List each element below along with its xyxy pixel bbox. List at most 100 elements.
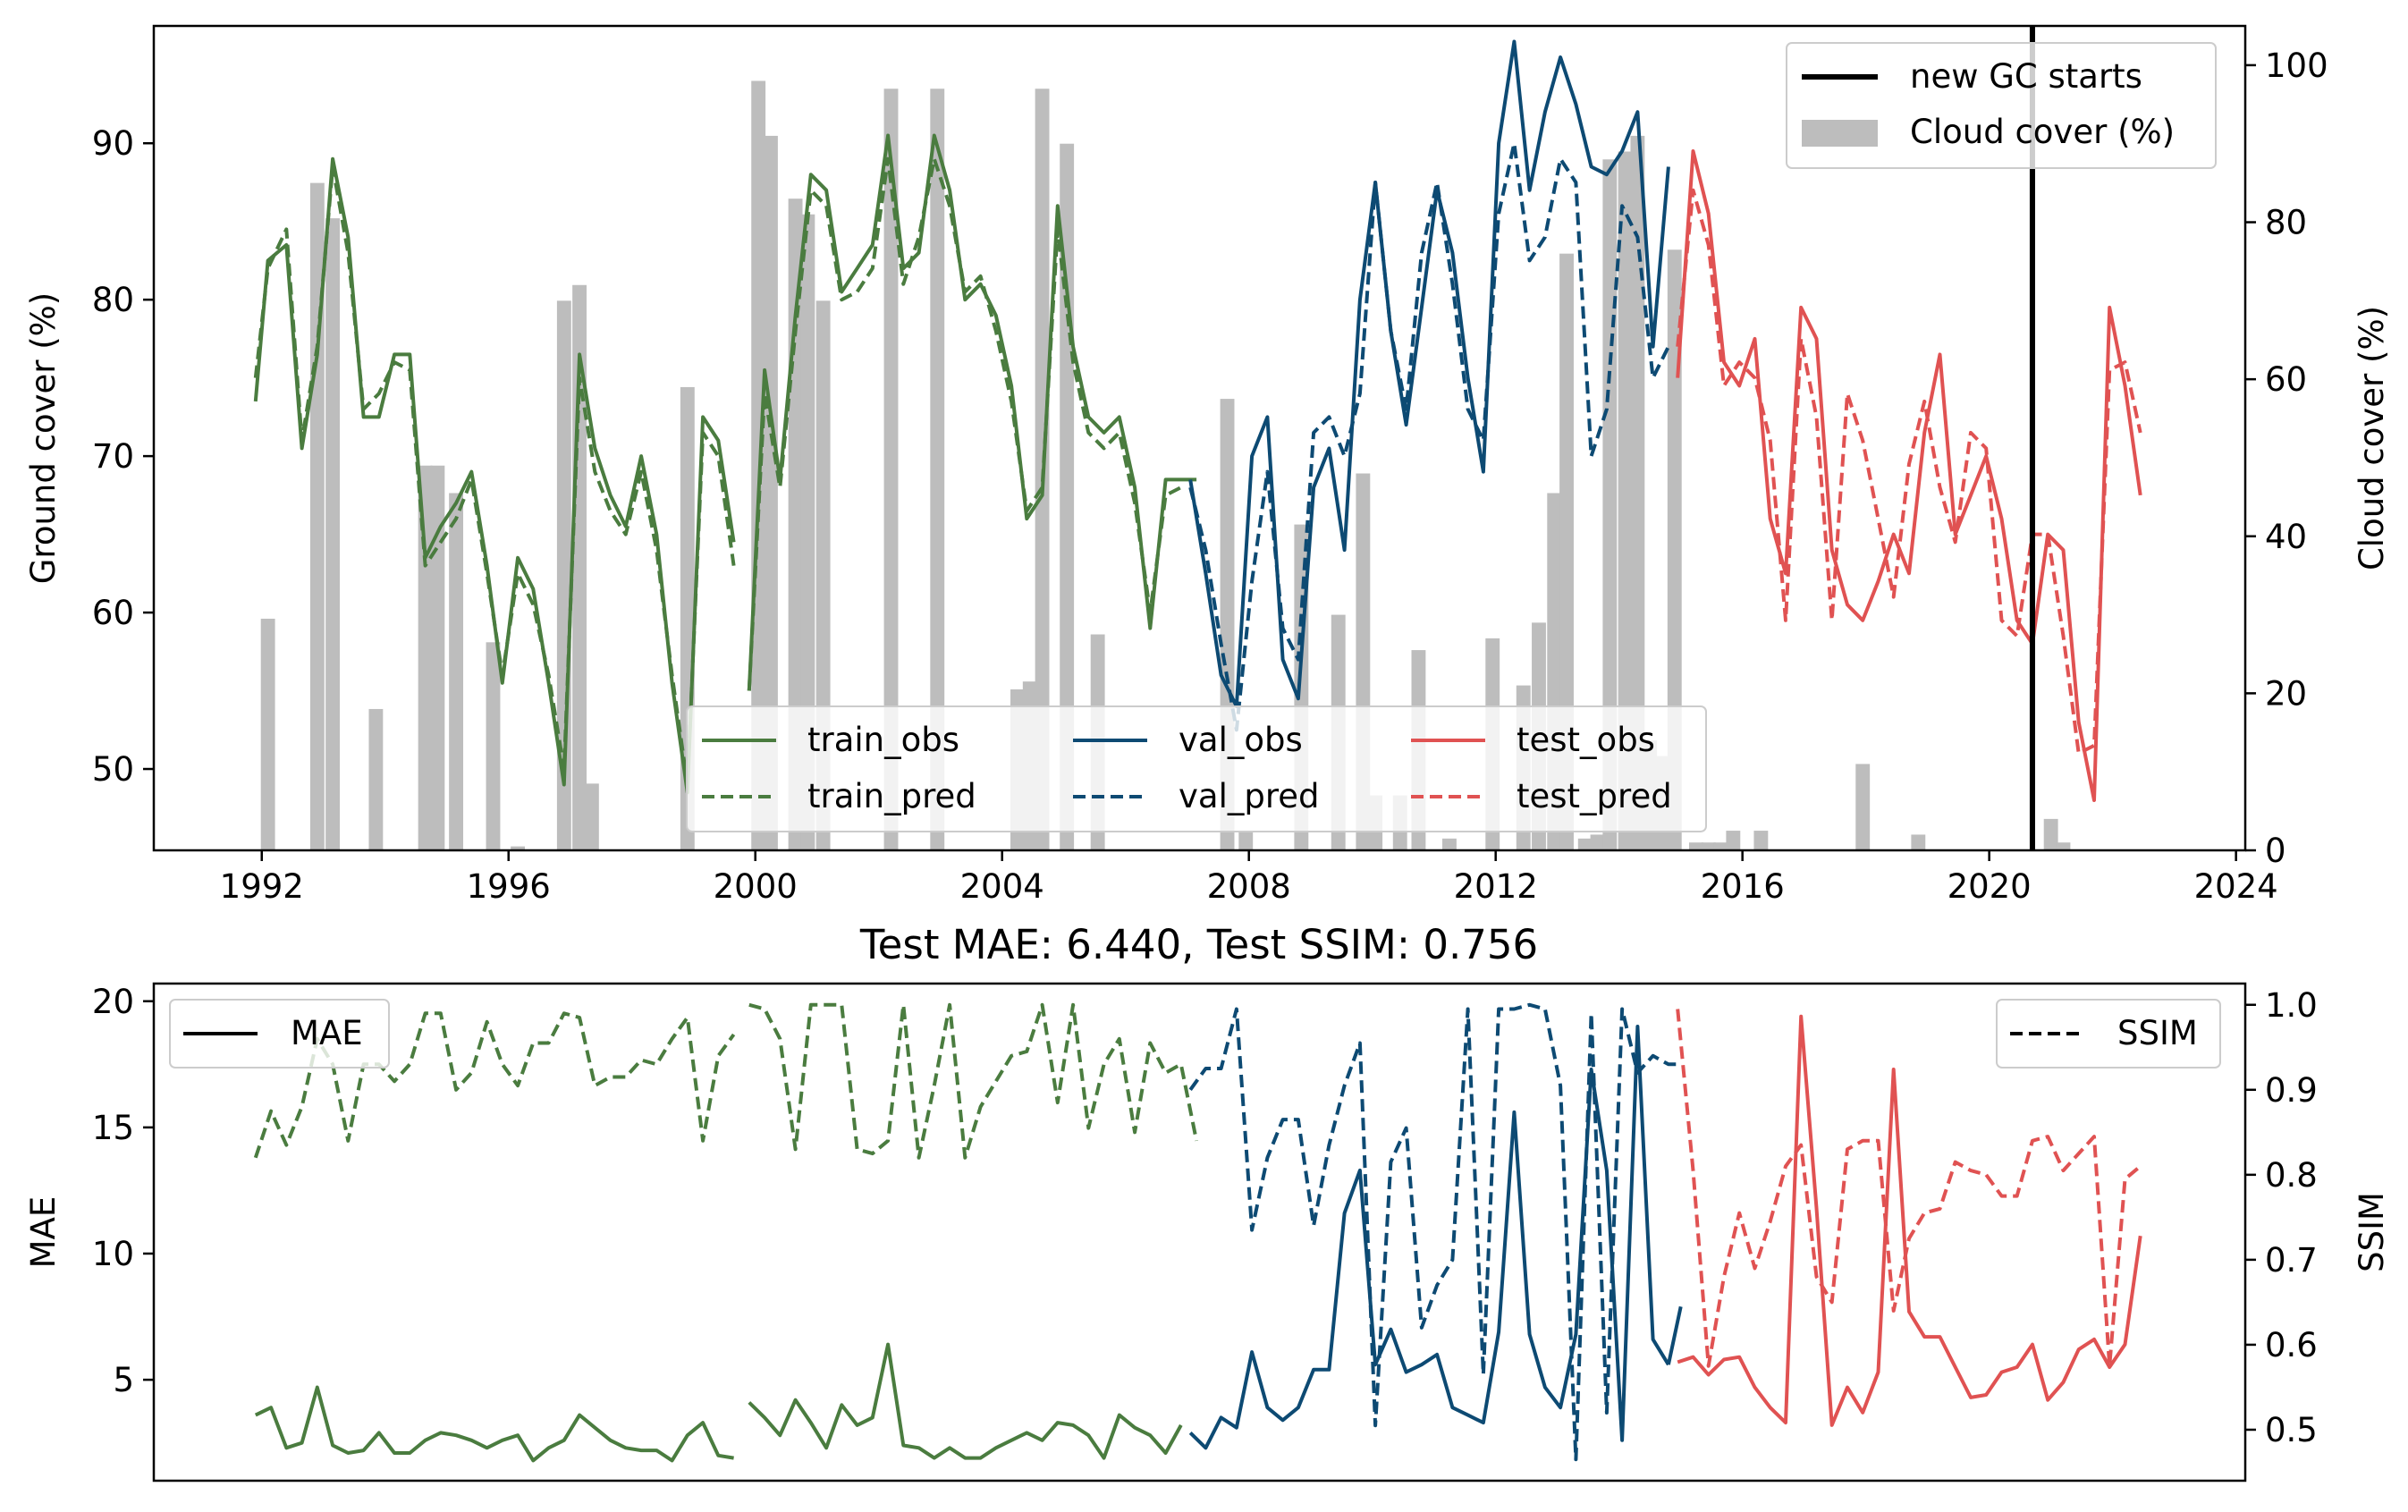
cloud-cover-bar bbox=[325, 218, 341, 850]
y2-tick-label: 1.0 bbox=[2265, 986, 2318, 1025]
y2-axis-label-ssim: SSIM bbox=[2353, 1192, 2391, 1272]
cloud-cover-bar bbox=[2056, 842, 2071, 850]
y-axis-label-mae: MAE bbox=[24, 1196, 63, 1269]
series-line-val-mae bbox=[1666, 1305, 1683, 1365]
y-tick-label: 5 bbox=[113, 1361, 134, 1399]
cloud-cover-bar bbox=[1753, 831, 1769, 850]
y-tick-label: 70 bbox=[92, 437, 134, 476]
plot-frame bbox=[152, 982, 2247, 1482]
ground-cover-axes: 1992 1996 2000 2004 2008 2012 2016 2020 2024 50 60… bbox=[92, 24, 2328, 906]
cloud-cover-bar bbox=[1442, 838, 1457, 850]
y2-tick-label: 60 bbox=[2265, 360, 2307, 399]
cloud-cover-bar bbox=[1602, 159, 1618, 850]
legend-val-obs-label: val_obs bbox=[1179, 721, 1303, 759]
cloud-cover-bar bbox=[1855, 764, 1871, 850]
cloud-cover-bar bbox=[430, 465, 445, 850]
mae-ssim-chart: 5 10 15 20 0.5 0.6 0.7 0.8 0.9 1.0 MAE SSIM MAE S… bbox=[24, 982, 2391, 1482]
cloud-cover-bar bbox=[1713, 842, 1728, 850]
cloud-cover-bar bbox=[1911, 834, 1926, 850]
cloud-cover-bar bbox=[800, 214, 815, 850]
y-tick-label: 15 bbox=[92, 1109, 134, 1147]
series-line-test-obs bbox=[1676, 149, 2142, 802]
series-line-train-mae bbox=[254, 1385, 734, 1463]
cloud-cover-bar bbox=[930, 89, 945, 850]
legend-mae-label: MAE bbox=[291, 1014, 363, 1052]
cloud-cover-bar bbox=[1667, 249, 1682, 850]
y2-tick-label: 40 bbox=[2265, 518, 2307, 556]
y-tick-label: 50 bbox=[92, 750, 134, 789]
legend-frame bbox=[169, 999, 390, 1069]
x-tick-label: 2016 bbox=[1701, 867, 1785, 906]
cloud-cover-bar bbox=[1688, 842, 1703, 850]
legend-train-obs-label: train_obs bbox=[807, 721, 959, 759]
ground-cover-lines bbox=[253, 26, 2142, 850]
series-line-train-ssim bbox=[748, 1002, 1199, 1160]
y2-tick-label: 0.7 bbox=[2265, 1241, 2318, 1280]
legend-test-pred-label: test_pred bbox=[1517, 777, 1672, 815]
cloud-cover-bar bbox=[449, 493, 464, 850]
y2-tick-label: 20 bbox=[2265, 674, 2307, 713]
y2-tick-label: 0.8 bbox=[2265, 1156, 2318, 1195]
y-tick-label: 80 bbox=[92, 281, 134, 319]
mae-ssim-lines bbox=[253, 1002, 2142, 1463]
legend-top-right: new GC starts Cloud cover (%) bbox=[1786, 42, 2217, 169]
x-tick-label: 2008 bbox=[1207, 867, 1291, 906]
y-tick-label: 60 bbox=[92, 594, 134, 632]
cloud-cover-bar bbox=[1590, 834, 1605, 850]
series-line-val-obs bbox=[1188, 39, 1670, 708]
series-line-train-pred bbox=[253, 165, 736, 787]
y2-tick-label: 0.5 bbox=[2265, 1411, 2318, 1449]
series-line-test-mae bbox=[1677, 1014, 2142, 1427]
cloud-cover-bar bbox=[883, 89, 899, 850]
legend-ssim: SSIM bbox=[1996, 999, 2221, 1069]
legend-cloud-label: Cloud cover (%) bbox=[1910, 113, 2175, 151]
y-tick-label: 10 bbox=[92, 1235, 134, 1273]
cloud-cover-bar bbox=[1559, 253, 1574, 850]
cloud-cover-bar bbox=[309, 182, 325, 850]
series-line-val-ssim bbox=[1188, 1002, 1681, 1462]
cloud-cover-bar bbox=[1618, 151, 1633, 850]
series-line-train-ssim bbox=[253, 1011, 736, 1159]
cloud-cover-bar bbox=[1577, 838, 1593, 850]
cloud-cover-bar bbox=[260, 618, 275, 850]
cloud-cover-bar bbox=[1726, 831, 1741, 850]
x-tick-label: 1996 bbox=[467, 867, 551, 906]
y-tick-label: 20 bbox=[92, 983, 134, 1021]
series-line-train-obs bbox=[747, 133, 1197, 691]
y2-tick-label: 0.6 bbox=[2265, 1326, 2318, 1364]
cloud-cover-bars bbox=[260, 80, 2071, 850]
legend-test-obs-label: test_obs bbox=[1517, 721, 1655, 759]
mae-ssim-axes: 5 10 15 20 0.5 0.6 0.7 0.8 0.9 1.0 bbox=[92, 982, 2318, 1482]
cloud-cover-bar bbox=[511, 846, 526, 850]
ground-cover-chart: 1992 1996 2000 2004 2008 2012 2016 2020 2024 50 60… bbox=[24, 24, 2391, 906]
legend-val-pred-label: val_pred bbox=[1179, 777, 1320, 815]
series-line-test-pred bbox=[1676, 188, 2142, 756]
y2-tick-label: 80 bbox=[2265, 204, 2307, 242]
cloud-cover-bar bbox=[2043, 818, 2058, 850]
series-line-train-mae bbox=[748, 1342, 1183, 1460]
legend-series: train_obs train_pred val_obs val_pred te… bbox=[686, 705, 1707, 832]
y2-tick-label: 100 bbox=[2265, 46, 2328, 85]
cloud-cover-bar bbox=[1701, 842, 1716, 850]
cloud-cover-bar bbox=[368, 708, 384, 850]
cloud-cover-bar bbox=[1238, 831, 1254, 850]
cloud-cover-bar bbox=[1630, 135, 1645, 850]
legend-ssim-label: SSIM bbox=[2117, 1014, 2198, 1052]
legend-train-pred-label: train_pred bbox=[807, 777, 976, 815]
y2-tick-label: 0 bbox=[2265, 832, 2286, 870]
cloud-cover-bar bbox=[584, 783, 599, 850]
bottom-chart-title: Test MAE: 6.440, Test SSIM: 0.756 bbox=[859, 921, 1538, 968]
legend-frame bbox=[1996, 999, 2221, 1069]
x-tick-label: 2024 bbox=[2194, 867, 2278, 906]
plot-frame bbox=[152, 24, 2247, 852]
cloud-cover-bar bbox=[486, 642, 501, 850]
legend-cloud-swatch bbox=[1802, 120, 1878, 147]
series-line-test-ssim bbox=[1676, 1009, 2142, 1368]
legend-mae: MAE bbox=[169, 999, 390, 1069]
legend-frame bbox=[686, 705, 1707, 832]
x-tick-label: 1992 bbox=[220, 867, 304, 906]
y2-axis-label-cloud-cover: Cloud cover (%) bbox=[2353, 306, 2391, 570]
cloud-cover-bar bbox=[418, 465, 433, 850]
x-tick-label: 2004 bbox=[960, 867, 1044, 906]
